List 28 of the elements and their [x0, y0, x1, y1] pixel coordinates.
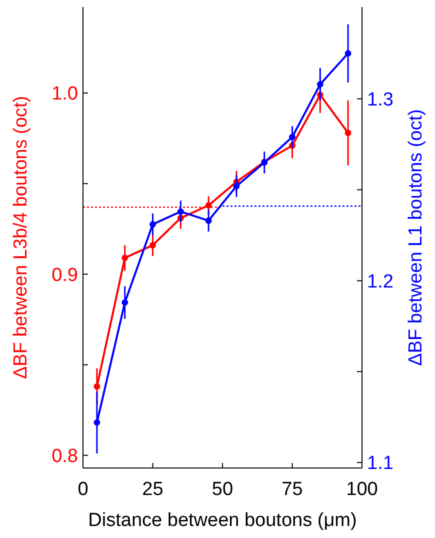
- point: [344, 130, 352, 136]
- x-tick-label: 75: [282, 479, 303, 500]
- point: [94, 419, 100, 426]
- point: [177, 208, 184, 215]
- x-tick-label: 0: [78, 479, 88, 500]
- y-tick-label: 1.0: [52, 84, 78, 105]
- point: [150, 242, 156, 248]
- point: [205, 217, 212, 224]
- y2-tick-label: 1.1: [367, 453, 394, 474]
- point: [344, 50, 352, 57]
- x-tick-label: 50: [212, 479, 234, 500]
- point: [150, 221, 156, 228]
- y2-tick-label: 1.2: [367, 271, 394, 292]
- point: [205, 202, 212, 209]
- x-tick-label: 25: [142, 479, 164, 500]
- point: [289, 134, 296, 140]
- x-axis-title: Distance between boutons (μm): [88, 510, 357, 531]
- y2-axis-title: ΔBF between L1 boutons (oct): [406, 109, 427, 366]
- point: [233, 182, 240, 190]
- point: [122, 299, 128, 306]
- y-tick-label: 0.8: [52, 446, 78, 467]
- point: [94, 383, 100, 390]
- y-axis-title: ΔBF between L3b/4 boutons (oct): [10, 96, 32, 380]
- y-tick-label: 0.9: [52, 264, 78, 286]
- y2-tick-label: 1.3: [367, 89, 394, 110]
- point: [316, 81, 324, 88]
- point: [122, 254, 128, 262]
- x-tick-label: 100: [346, 479, 378, 500]
